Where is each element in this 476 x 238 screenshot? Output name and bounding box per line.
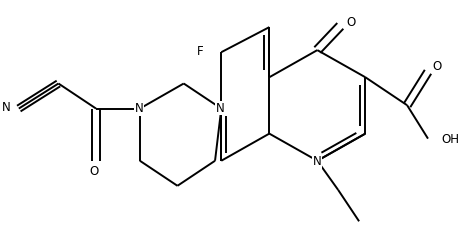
Text: F: F [197, 45, 204, 58]
Text: N: N [135, 102, 143, 115]
Text: N: N [216, 102, 225, 115]
Text: N: N [313, 155, 322, 168]
Text: N: N [2, 101, 10, 114]
Text: OH: OH [441, 133, 459, 146]
Text: O: O [89, 165, 99, 178]
Text: O: O [433, 60, 442, 73]
Text: O: O [346, 16, 356, 29]
